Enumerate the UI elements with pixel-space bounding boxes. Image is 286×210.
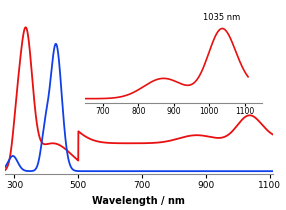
X-axis label: Wavelength / nm: Wavelength / nm [92, 196, 185, 206]
